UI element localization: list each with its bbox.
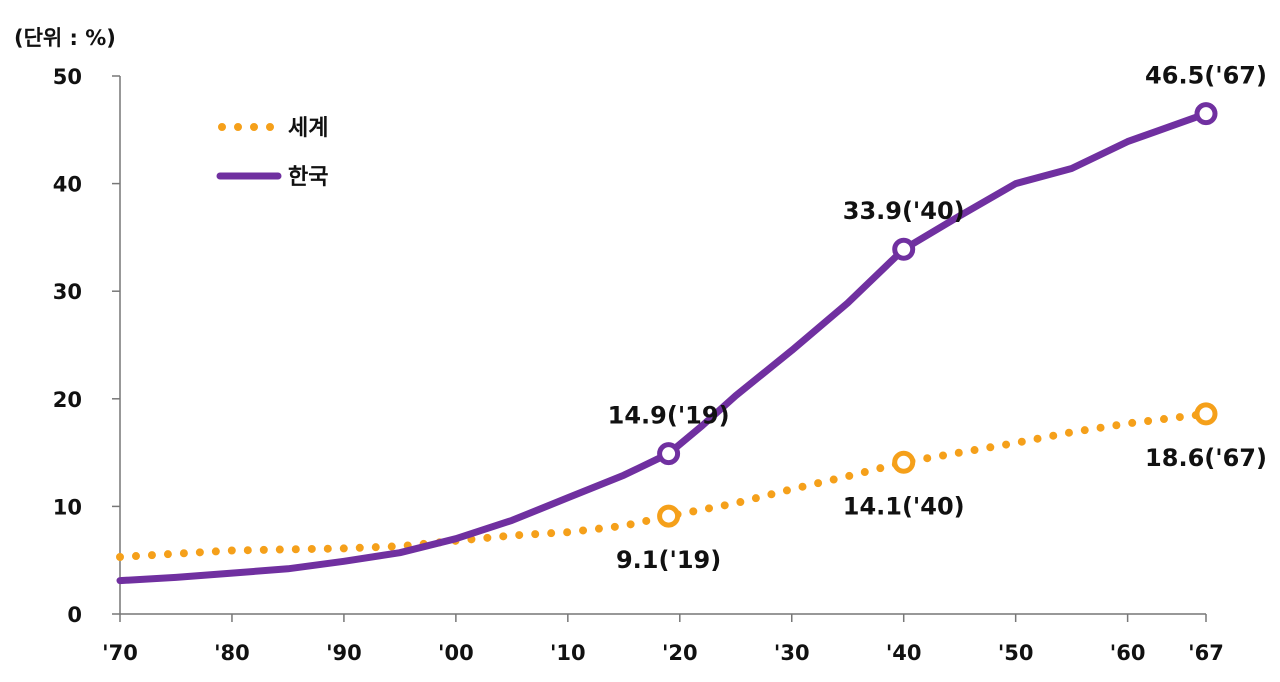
- data-label-korea: 14.9('19): [608, 402, 730, 430]
- data-label-korea: 46.5('67): [1145, 62, 1267, 90]
- data-label-world: 14.1('40): [843, 492, 965, 520]
- legend-world-label: 세계: [288, 116, 328, 141]
- data-point-marker-korea: [892, 237, 916, 261]
- y-tick-label: 20: [53, 388, 82, 412]
- x-tick-label: '40: [886, 641, 922, 665]
- y-tick-label: 10: [53, 495, 82, 519]
- legend: 세계 한국: [216, 116, 328, 190]
- x-tick-label: '10: [550, 641, 586, 665]
- x-tick-label: '90: [326, 641, 362, 665]
- data-label-world: 9.1('19): [616, 546, 721, 574]
- x-tick-label: '30: [774, 641, 810, 665]
- data-point-marker-world: [1194, 402, 1218, 426]
- x-tick-label: '50: [998, 641, 1034, 665]
- data-point-marker-world: [657, 504, 681, 528]
- legend-korea-label: 한국: [288, 165, 328, 190]
- unit-label: (단위 : %): [14, 26, 116, 50]
- data-point-marker-korea: [1194, 102, 1218, 126]
- y-tick-label: 30: [53, 280, 82, 304]
- x-tick-label: '00: [438, 641, 474, 665]
- x-tick-label: '60: [1110, 641, 1146, 665]
- y-tick-label: 0: [67, 603, 82, 627]
- axes: 0 10 20 30 40 50 '70 '80 '90 '00 '10 '20 '30 '40 '50 '6…: [53, 65, 1224, 665]
- data-label-world: 18.6('67): [1145, 444, 1267, 472]
- data-label-korea: 33.9('40): [843, 197, 965, 225]
- annotation-layer: 14.9('19) 33.9('40) 46.5('67) 9.1('19) 14.1(…: [608, 62, 1267, 574]
- y-tick-label: 40: [53, 173, 82, 197]
- x-tick-label: '70: [102, 641, 138, 665]
- series-world-line: [116, 409, 1210, 561]
- x-tick-label: '20: [662, 641, 698, 665]
- x-tick-label: '80: [214, 641, 250, 665]
- y-tick-label: 50: [53, 65, 82, 89]
- data-point-marker-world: [892, 450, 916, 474]
- x-tick-label: '67: [1188, 641, 1224, 665]
- data-point-marker-korea: [657, 442, 681, 466]
